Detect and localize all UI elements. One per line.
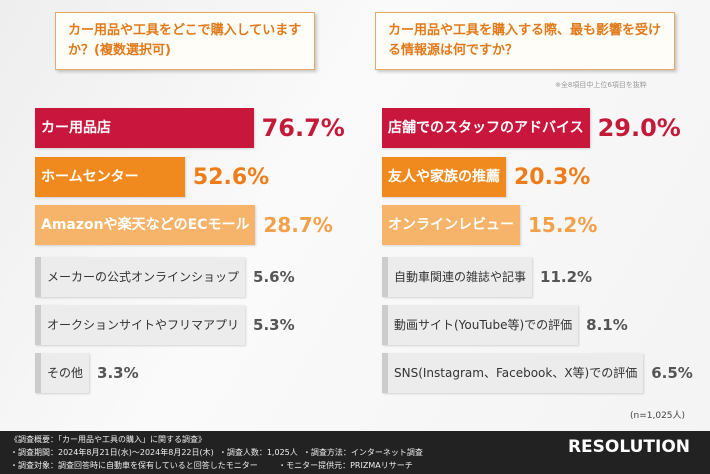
value-label: 20.3% xyxy=(514,164,591,190)
resolution-logo: RESOLUTION xyxy=(567,437,690,457)
right-note: ※全8項目中上位6項目を抜粋 xyxy=(555,81,647,89)
value-label: 15.2% xyxy=(528,213,598,237)
survey-period: ・調査期間：2024年8月21日(水)～2024年8月22日(木) xyxy=(10,448,214,457)
survey-count: ・調査人数：1,025人 xyxy=(218,448,298,457)
survey-title: 《調査概要：「カー用品や工具の購入」に関する調査》 xyxy=(10,435,206,444)
footer: 《調査概要：「カー用品や工具の購入」に関する調査》 ・調査期間：2024年8月2… xyxy=(0,431,710,474)
survey-provider: ・モニター提供元：PRIZMAリサーチ xyxy=(278,461,413,470)
bar: SNS(Instagram、Facebook、X等)での評価 xyxy=(382,353,644,393)
bar: 自動車関連の雑誌や記事 xyxy=(382,257,533,297)
bar-row: 友人や家族の推薦 20.3% xyxy=(382,157,590,197)
bar-row: 動画サイト(YouTube等)での評価 8.1% xyxy=(382,305,628,345)
bar-row: 店舗でのスタッフのアドバイス 29.0% xyxy=(382,108,681,148)
bar-row: カー用品店 76.7% xyxy=(35,108,345,148)
bar: オークションサイトやフリマアプリ xyxy=(35,305,246,345)
value-label: 3.3% xyxy=(97,364,139,382)
bar: カー用品店 xyxy=(35,108,254,148)
value-label: 52.6% xyxy=(192,164,270,190)
bar: 店舗でのスタッフのアドバイス xyxy=(382,108,590,148)
bar-row: オンラインレビュー 15.2% xyxy=(382,205,597,245)
question-right: カー用品や工具を購入する際、最も影響を受ける情報源は何ですか？ xyxy=(375,12,675,70)
value-label: 5.3% xyxy=(253,316,295,334)
question-left: カー用品や工具をどこで購入していますか？(複数選択可) xyxy=(55,12,315,70)
value-label: 5.6% xyxy=(253,268,295,286)
bar-row: メーカーの公式オンラインショップ 5.6% xyxy=(35,257,295,297)
bar: その他 xyxy=(35,353,90,393)
value-label: 28.7% xyxy=(263,213,333,237)
value-label: 29.0% xyxy=(597,114,681,142)
sample-size: (n=1,025人) xyxy=(630,411,686,421)
bar: 友人や家族の推薦 xyxy=(382,157,506,197)
value-label: 11.2% xyxy=(540,268,593,286)
bar: Amazonや楽天などのECモール xyxy=(35,205,256,245)
bar-row: ホームセンター 52.6% xyxy=(35,157,269,197)
bar-row: Amazonや楽天などのECモール 28.7% xyxy=(35,205,333,245)
survey-target: ・調査対象：調査回答時に自動車を保有していると回答したモニター xyxy=(10,461,258,470)
bar-row: SNS(Instagram、Facebook、X等)での評価 6.5% xyxy=(382,353,693,393)
bar-row: その他 3.3% xyxy=(35,353,139,393)
bar: ホームセンター xyxy=(35,157,185,197)
bar: オンラインレビュー xyxy=(382,205,520,245)
bar-row: 自動車関連の雑誌や記事 11.2% xyxy=(382,257,592,297)
bar-row: オークションサイトやフリマアプリ 5.3% xyxy=(35,305,295,345)
bar: 動画サイト(YouTube等)での評価 xyxy=(382,305,579,345)
value-label: 76.7% xyxy=(261,114,345,142)
bar: メーカーの公式オンラインショップ xyxy=(35,257,246,297)
survey-method: ・調査方法：インターネット調査 xyxy=(302,448,423,457)
value-label: 8.1% xyxy=(586,316,628,334)
value-label: 6.5% xyxy=(651,364,693,382)
